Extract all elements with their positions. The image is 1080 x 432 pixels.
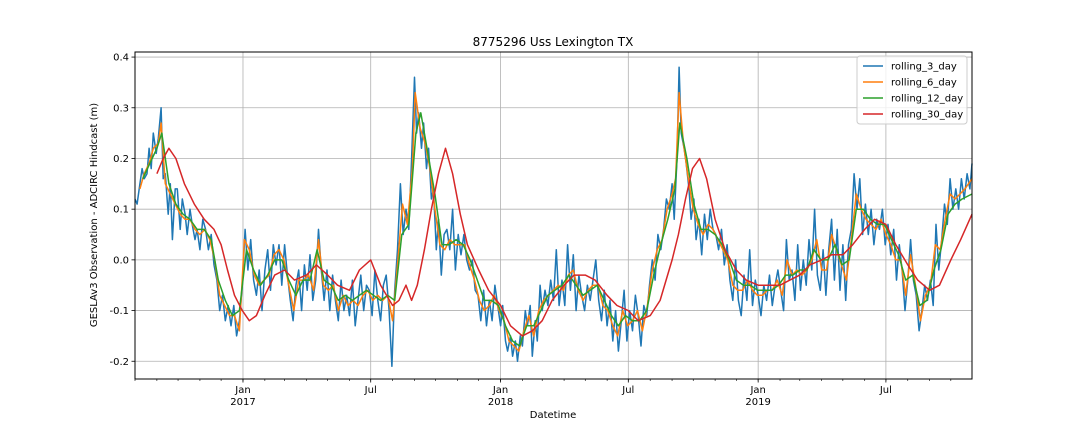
legend-label: rolling_6_day: [891, 78, 957, 89]
legend-box: [856, 55, 968, 125]
y-tick-label: 0.2: [113, 154, 129, 165]
y-axis-label: GESLAv3 Observation - ADCIRC Hindcast (m…: [89, 103, 100, 327]
y-tick-label: 0.1: [113, 205, 129, 216]
x-tick-label: Jan: [492, 385, 508, 396]
y-tick-label: 0.4: [113, 53, 129, 64]
x-tick-label: Jul: [364, 385, 377, 396]
plot-frame: [134, 51, 973, 380]
x-tick-year-label: 2018: [488, 397, 513, 408]
x-tick-label: Jul: [621, 385, 634, 396]
plot-area-background: [135, 52, 972, 379]
x-tick-year-label: 2017: [230, 397, 255, 408]
legend-label: rolling_12_day: [891, 94, 963, 105]
series-lines: [134, 66, 973, 368]
legend-label: rolling_3_day: [891, 62, 957, 73]
x-axis-label: Datetime: [530, 410, 577, 421]
chart-title: 8775296 Uss Lexington TX: [473, 35, 634, 49]
x-tick-year-label: 2019: [745, 397, 770, 408]
series-line-rolling-3-day: [134, 66, 973, 368]
x-tick-label: Jul: [879, 385, 892, 396]
legend: rolling_3_day rolling_6_day rolling_12_day…: [856, 55, 968, 125]
y-tick-label: 0.3: [113, 103, 129, 114]
y-tick-label: -0.1: [109, 306, 129, 317]
y-axis-ticks: -0.2 -0.1 0.0 0.1 0.2 0.3 0.4: [109, 53, 135, 368]
x-tick-label: Jan: [749, 385, 765, 396]
y-tick-label: -0.2: [109, 357, 129, 368]
legend-label: rolling_30_day: [891, 110, 963, 121]
x-tick-label: Jan: [234, 385, 250, 396]
series-line-rolling-30-day: [156, 147, 973, 337]
y-tick-label: 0.0: [113, 255, 129, 266]
series-line-rolling-6-day: [139, 91, 973, 352]
